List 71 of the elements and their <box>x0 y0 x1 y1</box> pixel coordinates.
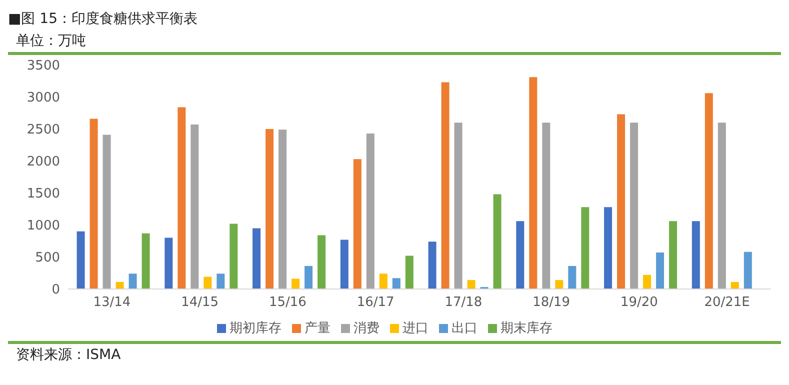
bar <box>555 280 564 289</box>
bar <box>617 114 626 289</box>
bar <box>353 159 362 289</box>
bar <box>366 133 374 289</box>
y-tick-label: 1500 <box>26 186 60 202</box>
bar <box>164 238 173 289</box>
bar <box>142 233 150 289</box>
x-tick-label: 14/15 <box>181 295 219 310</box>
y-tick-label: 1000 <box>26 218 60 234</box>
x-tick-label: 17/18 <box>444 295 482 310</box>
x-tick-label: 15/16 <box>268 295 306 310</box>
bar <box>278 130 287 289</box>
x-tick-label: 20/21E <box>704 295 750 310</box>
legend-label: 进口 <box>402 321 428 336</box>
bar <box>405 256 414 289</box>
y-tick-label: 0 <box>52 282 60 298</box>
text: 资料来源：ISMA <box>15 346 122 365</box>
bar <box>128 274 137 289</box>
y-tick-label: 3500 <box>26 58 60 74</box>
bar <box>441 82 450 289</box>
x-tick-label: 13/14 <box>93 295 131 310</box>
bar <box>692 221 700 289</box>
bar <box>581 207 590 289</box>
legend-label: 消费 <box>354 321 380 336</box>
x-tick-label: 19/20 <box>620 295 658 310</box>
bar <box>76 231 85 289</box>
bar <box>604 207 612 289</box>
bar <box>116 282 124 289</box>
bar <box>230 224 238 289</box>
bar <box>656 252 664 289</box>
bar <box>744 252 752 289</box>
bar <box>730 282 739 289</box>
bar <box>630 122 638 289</box>
bar <box>392 278 400 289</box>
x-tick-label: 16/17 <box>356 295 394 310</box>
bar <box>266 129 274 289</box>
bar <box>669 221 678 289</box>
bar <box>454 122 462 289</box>
bar <box>318 235 326 289</box>
legend-label: 期末库存 <box>500 321 552 336</box>
y-tick-label: 2500 <box>26 122 60 138</box>
bar <box>216 274 225 289</box>
bar <box>90 118 98 289</box>
bar <box>252 228 261 289</box>
bar <box>643 274 652 289</box>
bar <box>428 242 436 289</box>
chart-subtitle: 单位：万吨 <box>15 32 87 51</box>
bar <box>292 278 300 289</box>
legend-label: 出口 <box>452 321 478 336</box>
y-tick-label: 500 <box>35 250 60 266</box>
bar <box>340 240 348 289</box>
bar <box>102 134 111 289</box>
bar <box>718 122 726 289</box>
bar <box>704 93 713 289</box>
legend-label: 期初库存 <box>230 321 282 336</box>
bar <box>529 77 538 289</box>
bar <box>190 124 199 289</box>
bar <box>542 122 550 289</box>
bar <box>568 266 576 289</box>
bar <box>204 276 212 289</box>
bar <box>178 107 186 289</box>
chart-title: ■图 15：印度食糖供求平衡表 <box>8 10 198 29</box>
bar <box>379 274 388 289</box>
y-tick-label: 2000 <box>26 154 60 170</box>
x-tick-label: 18/19 <box>532 295 570 310</box>
legend-label: 产量 <box>304 321 330 336</box>
bar <box>493 194 502 289</box>
y-tick-label: 3000 <box>26 90 60 106</box>
bar <box>516 221 524 289</box>
bar <box>304 266 313 289</box>
bar <box>467 280 476 289</box>
